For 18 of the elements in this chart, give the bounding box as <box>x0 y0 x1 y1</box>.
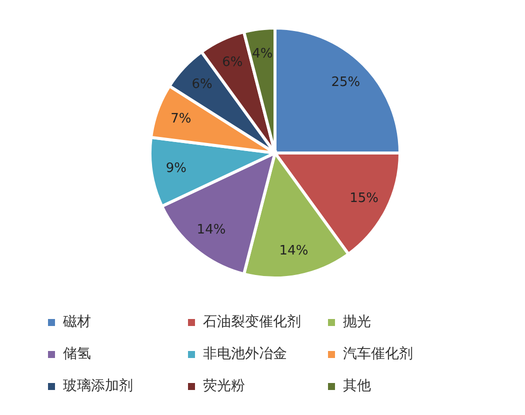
legend-label: 荧光粉 <box>203 377 245 395</box>
data-label: 14% <box>196 222 226 238</box>
data-label: 4% <box>252 46 273 62</box>
legend-label: 磁材 <box>63 313 91 331</box>
legend-label: 石油裂变催化剂 <box>203 313 301 331</box>
legend-label: 非电池外冶金 <box>203 345 287 363</box>
data-label: 6% <box>222 55 243 70</box>
data-label: 14% <box>279 244 308 259</box>
data-label: 7% <box>170 112 192 127</box>
data-label: 15% <box>350 190 379 206</box>
legend-label: 玻璃添加剂 <box>63 377 133 395</box>
legend-label: 抛光 <box>343 313 371 331</box>
data-label: 6% <box>192 77 212 92</box>
legend-label: 汽车催化剂 <box>343 345 413 363</box>
data-label: 9% <box>166 161 187 176</box>
data-label: 25% <box>331 74 360 90</box>
legend-label: 其他 <box>343 377 371 395</box>
legend-label: 储氢 <box>63 345 91 363</box>
